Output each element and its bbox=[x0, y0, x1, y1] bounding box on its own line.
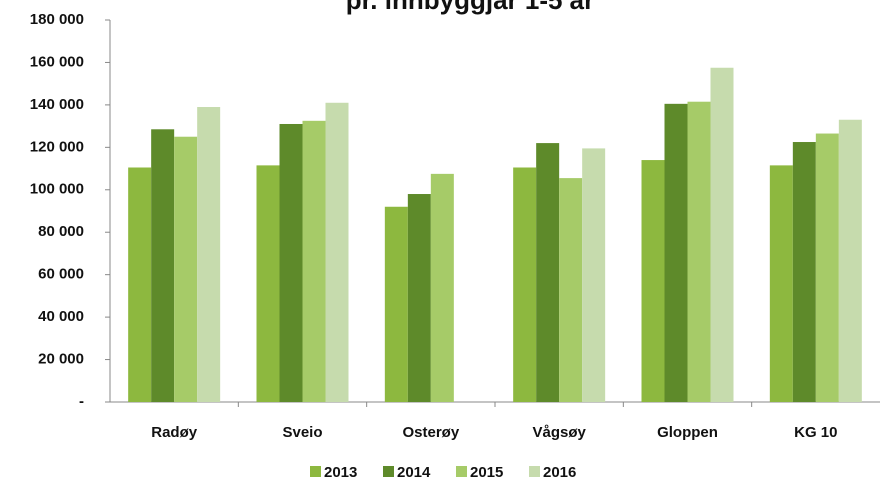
x-tick-label: Radøy bbox=[151, 424, 198, 441]
y-tick-label: 60 000 bbox=[38, 266, 84, 283]
x-tick-label: Gloppen bbox=[657, 424, 718, 441]
bar bbox=[174, 136, 198, 402]
legend-label: 2015 bbox=[470, 464, 503, 481]
bar bbox=[279, 123, 303, 402]
bar bbox=[815, 133, 839, 403]
x-tick-label: Sveio bbox=[282, 424, 322, 441]
x-tick-label: KG 10 bbox=[794, 424, 837, 441]
bar bbox=[664, 103, 688, 403]
y-tick-label: 160 000 bbox=[30, 53, 84, 70]
y-tick-label: 20 000 bbox=[38, 351, 84, 368]
bar bbox=[838, 119, 862, 402]
legend-swatch bbox=[456, 466, 467, 477]
bar bbox=[407, 194, 431, 402]
bar bbox=[559, 178, 583, 402]
bar bbox=[792, 142, 816, 402]
bar bbox=[710, 67, 734, 402]
legend-swatch bbox=[310, 466, 321, 477]
legend-label: 2013 bbox=[324, 464, 357, 481]
bar bbox=[151, 129, 175, 403]
bar bbox=[430, 173, 454, 402]
y-tick-label: 100 000 bbox=[30, 181, 84, 198]
bar bbox=[256, 165, 280, 402]
bar bbox=[641, 160, 665, 402]
chart-title: pr. innbyggjar 1-5 år bbox=[346, 0, 595, 15]
bar bbox=[197, 107, 221, 402]
bar bbox=[536, 143, 560, 403]
y-tick-label: 180 000 bbox=[30, 11, 84, 28]
bar bbox=[582, 148, 606, 402]
bar bbox=[687, 101, 711, 402]
y-tick-label: 80 000 bbox=[38, 223, 84, 240]
bar bbox=[513, 167, 537, 402]
y-tick-label: - bbox=[79, 393, 84, 410]
y-tick-label: 40 000 bbox=[38, 308, 84, 325]
legend-swatch bbox=[383, 466, 394, 477]
bar bbox=[128, 167, 152, 402]
y-tick-label: 120 000 bbox=[30, 138, 84, 155]
y-tick-label: 140 000 bbox=[30, 96, 84, 113]
x-tick-label: Osterøy bbox=[402, 424, 459, 441]
legend-label: 2016 bbox=[543, 464, 576, 481]
legend-label: 2014 bbox=[397, 464, 431, 481]
legend-swatch bbox=[529, 466, 540, 477]
bar bbox=[302, 120, 326, 403]
bar bbox=[325, 102, 349, 403]
x-tick-label: Vågsøy bbox=[532, 424, 586, 441]
bar bbox=[384, 206, 408, 402]
bar bbox=[769, 165, 793, 402]
